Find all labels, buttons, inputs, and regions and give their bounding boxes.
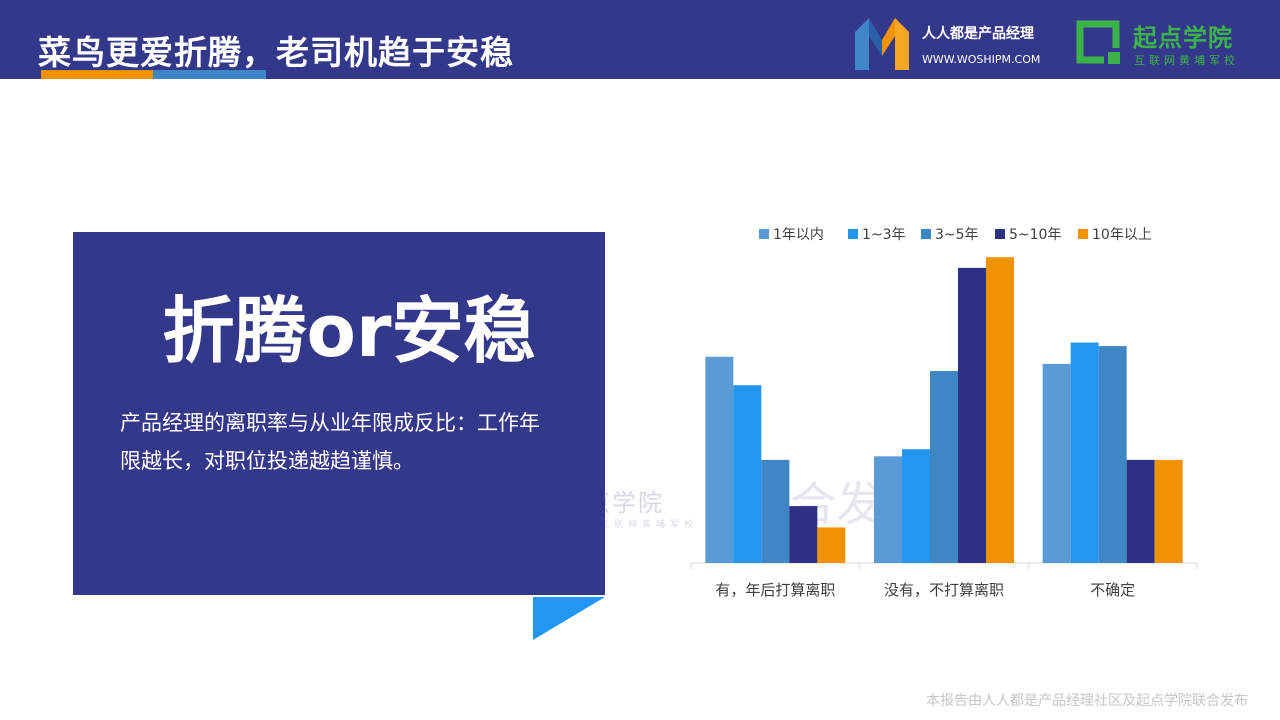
panel-body-text: 产品经理的离职率与从业年限成反比：工作年限越长，对职位投递越趋谨慎。 xyxy=(120,411,540,473)
panel-title: 折腾or安稳 xyxy=(162,289,536,373)
bar xyxy=(1154,459,1183,563)
footer-note: 本报告由人人都是产品经理社区及起点学院联合发布 xyxy=(926,693,1248,709)
bar xyxy=(789,506,818,563)
bar xyxy=(958,267,986,563)
qidian-logo-name: 起点学院 xyxy=(1133,24,1233,52)
title-underline-blue xyxy=(153,70,266,79)
woshipm-m-logo-icon xyxy=(855,18,909,70)
bar xyxy=(705,356,734,563)
bar xyxy=(902,449,930,563)
legend-label: 10年以上 xyxy=(1092,227,1152,243)
watermark-logo-subtitle: 互联网黄埔军校 xyxy=(600,520,699,530)
legend-item: 3~5年 xyxy=(921,227,979,243)
legend-label: 3~5年 xyxy=(935,227,979,243)
legend-label: 5~10年 xyxy=(1009,227,1061,243)
legend-swatch xyxy=(759,229,769,239)
bar xyxy=(874,456,902,563)
legend-item: 1~3年 xyxy=(848,227,906,243)
qidian-logo-subtitle: 互联网黄埔军校 xyxy=(1134,54,1239,67)
woshipm-logo-url: WWW.WOSHIPM.COM xyxy=(922,53,1041,66)
title-underline-orange xyxy=(41,70,153,79)
legend-swatch xyxy=(995,229,1005,239)
bar xyxy=(761,459,790,563)
bar xyxy=(986,257,1014,563)
legend-swatch xyxy=(921,229,931,239)
header-bar: 菜鸟更爱折腾，老司机趋于安稳 人人都是产品经理 WWW.WOSHIPM.COM … xyxy=(0,0,1280,79)
legend-item: 5~10年 xyxy=(995,227,1061,243)
blue-triangle-decoration xyxy=(533,597,605,640)
woshipm-logo-name: 人人都是产品经理 xyxy=(922,26,1034,42)
bar xyxy=(733,385,762,563)
legend-label: 1年以内 xyxy=(773,227,824,243)
bar xyxy=(1070,342,1099,563)
qidian-square-logo-icon xyxy=(1076,20,1126,66)
legend-swatch xyxy=(1078,229,1088,239)
legend-item: 1年以内 xyxy=(759,227,824,243)
bar xyxy=(1126,459,1155,563)
bar xyxy=(1098,346,1127,563)
legend-label: 1~3年 xyxy=(862,227,906,243)
x-tick-label: 不确定 xyxy=(1090,581,1135,599)
insight-panel: 折腾or安稳 产品经理的离职率与从业年限成反比：工作年限越长，对职位投递越趋谨慎… xyxy=(73,232,605,595)
bar xyxy=(817,527,846,563)
page-title: 菜鸟更爱折腾，老司机趋于安稳 xyxy=(38,33,514,72)
bar xyxy=(930,371,958,563)
legend-swatch xyxy=(848,229,858,239)
x-tick-label: 没有，不打算离职 xyxy=(884,581,1004,599)
bar xyxy=(1042,363,1071,563)
legend-item: 10年以上 xyxy=(1078,227,1152,243)
x-tick-label: 有，年后打算离职 xyxy=(715,581,835,599)
